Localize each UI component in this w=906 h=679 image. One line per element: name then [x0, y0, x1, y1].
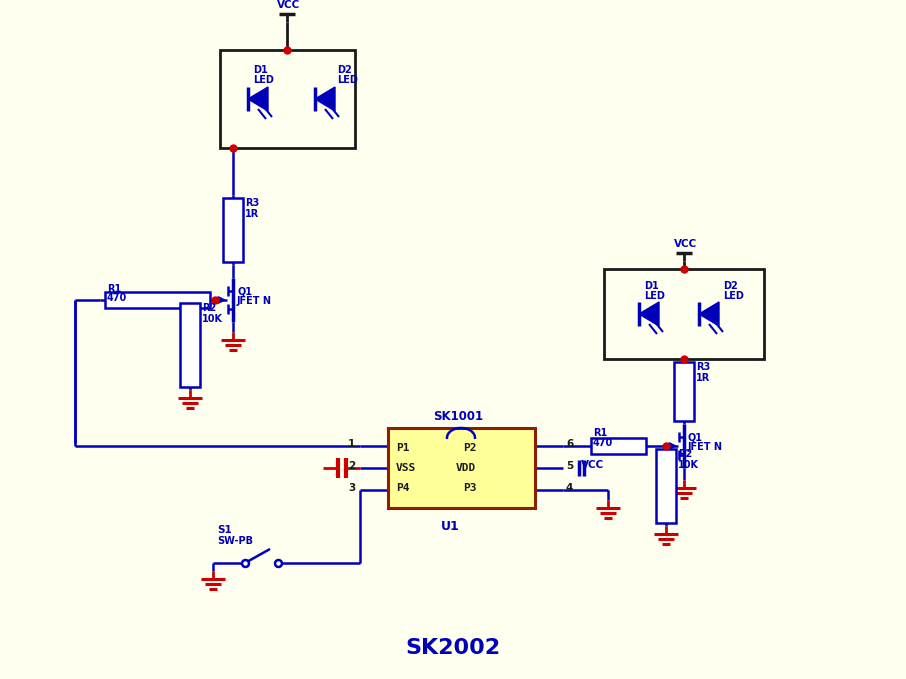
Text: R2: R2 — [678, 449, 692, 459]
Bar — [223, 198, 243, 262]
Text: 1: 1 — [348, 439, 355, 449]
Text: R2: R2 — [202, 303, 217, 313]
Text: 1R: 1R — [245, 209, 259, 219]
Text: D2: D2 — [723, 281, 737, 291]
Text: R3: R3 — [696, 362, 710, 372]
Bar — [388, 428, 535, 508]
Text: 470: 470 — [107, 293, 127, 303]
Text: 6: 6 — [566, 439, 573, 449]
Text: SW-PB: SW-PB — [217, 536, 253, 546]
Text: VCC: VCC — [674, 239, 698, 249]
Polygon shape — [315, 87, 335, 111]
Text: P4: P4 — [396, 483, 410, 493]
Text: LED: LED — [723, 291, 744, 301]
Text: U1: U1 — [441, 520, 459, 533]
Text: S1: S1 — [217, 525, 232, 535]
Text: 1R: 1R — [696, 373, 710, 383]
Text: D1: D1 — [644, 281, 659, 291]
Text: JFET N: JFET N — [688, 442, 723, 452]
Text: SK2002: SK2002 — [406, 638, 500, 658]
Bar — [220, 50, 355, 148]
Text: 5: 5 — [566, 461, 573, 471]
Text: 470: 470 — [593, 438, 613, 448]
Text: VCC: VCC — [581, 460, 604, 470]
Text: 3: 3 — [348, 483, 355, 493]
Text: P2: P2 — [463, 443, 477, 453]
Text: VDD: VDD — [456, 463, 477, 473]
Text: D1: D1 — [253, 65, 268, 75]
Bar — [674, 362, 694, 421]
Text: LED: LED — [253, 75, 274, 85]
Polygon shape — [699, 302, 719, 326]
Text: SK1001: SK1001 — [433, 410, 483, 423]
Text: 4: 4 — [566, 483, 573, 493]
Bar — [105, 292, 210, 308]
Text: JFET N: JFET N — [237, 296, 272, 306]
Polygon shape — [248, 87, 268, 111]
Text: VSS: VSS — [396, 463, 416, 473]
Text: 10K: 10K — [202, 314, 223, 324]
Text: D2: D2 — [337, 65, 352, 75]
Bar — [180, 303, 200, 387]
Text: Q1: Q1 — [688, 432, 703, 442]
Polygon shape — [639, 302, 659, 326]
Text: VCC: VCC — [277, 0, 300, 10]
Text: R1: R1 — [593, 428, 607, 438]
Text: Q1: Q1 — [237, 286, 252, 296]
Text: LED: LED — [337, 75, 358, 85]
Bar — [656, 449, 676, 523]
Text: 2: 2 — [348, 461, 355, 471]
Bar — [591, 438, 646, 454]
Text: P3: P3 — [463, 483, 477, 493]
Text: R1: R1 — [107, 284, 121, 294]
Text: LED: LED — [644, 291, 665, 301]
Text: R3: R3 — [245, 198, 259, 208]
Bar — [604, 269, 764, 359]
Text: P1: P1 — [396, 443, 410, 453]
Text: 10K: 10K — [678, 460, 699, 470]
